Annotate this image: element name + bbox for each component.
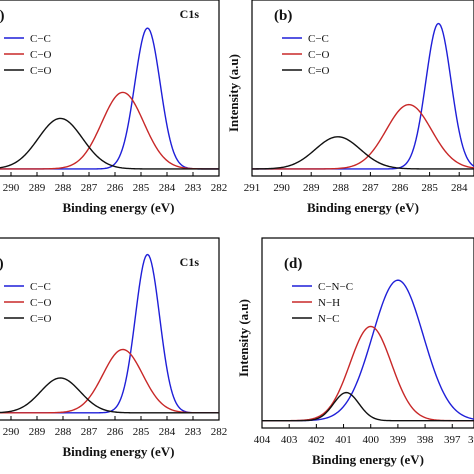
series-line-c-1 (0, 348, 219, 414)
corner-label: C1s (180, 255, 200, 269)
x-tick-label: 290 (3, 182, 20, 194)
x-tick-label: 39 (468, 434, 474, 446)
x-tick-label: 286 (392, 182, 409, 194)
x-tick-label: 283 (185, 182, 202, 194)
x-tick-label: 287 (362, 182, 379, 194)
x-tick-label: 284 (159, 182, 176, 194)
y-axis-label: Intensity (a.u) (226, 54, 241, 132)
legend-label: C−C (30, 281, 51, 293)
x-tick-label: 288 (55, 182, 72, 194)
legend-label: N−C (318, 313, 339, 325)
legend-label: C−O (308, 49, 330, 61)
x-axis-label: Binding energy (eV) (63, 444, 175, 459)
panel-a: 290 289 288 287 286 285 284 283 282 Binding energ… (0, 0, 227, 215)
legend-label: C−O (30, 297, 52, 309)
x-tick-label: 285 (421, 182, 438, 194)
legend-label: C=O (308, 65, 330, 77)
plot-frame (0, 0, 220, 177)
panel-label: (d) (284, 256, 302, 272)
legend-label: C−O (30, 49, 52, 61)
x-tick-label: 290 (3, 426, 20, 438)
legend-label: C−C (30, 33, 51, 45)
series-line-b-2 (252, 136, 474, 170)
panel-c: 290 289 288 287 286 285 284 283 282 Binding energ… (0, 237, 228, 459)
x-tick-label: 401 (335, 434, 352, 446)
x-tick-label: 291 (244, 182, 261, 194)
x-tick-label: 284 (451, 182, 468, 194)
x-tick-label: 398 (417, 434, 434, 446)
panel-d: 404 403 402 401 400 399 398 397 39 Binding energy… (236, 237, 474, 467)
series-line-b-1 (252, 103, 474, 170)
series-line-d-1 (262, 325, 474, 422)
series-line-d-2 (262, 391, 474, 422)
x-tick-label: 288 (55, 426, 72, 438)
x-tick-label: 404 (254, 434, 271, 446)
x-tick-label: 287 (81, 182, 98, 194)
x-tick-label: 286 (107, 426, 124, 438)
legend-label: N−H (318, 297, 340, 309)
x-tick-label: 403 (281, 434, 298, 446)
legend-label: C=O (30, 65, 52, 77)
corner-label: C1s (180, 7, 200, 21)
x-tick-label: 282 (211, 426, 228, 438)
plot-frame (251, 0, 474, 177)
legend-label: C−C (308, 33, 329, 45)
x-tick-label: 284 (159, 426, 176, 438)
x-tick-label: 400 (362, 434, 379, 446)
x-tick-label: 286 (107, 182, 124, 194)
series-line-b-0 (252, 22, 474, 170)
legend-label: C=O (30, 313, 52, 325)
x-tick-label: 290 (273, 182, 290, 194)
plot-frame (261, 237, 474, 429)
series-line-a-2 (0, 117, 219, 170)
x-tick-label: 283 (185, 426, 202, 438)
panel-label: a) (0, 8, 5, 24)
plot-frame (0, 237, 220, 421)
x-tick-label: 289 (303, 182, 320, 194)
x-tick-label: 397 (444, 434, 461, 446)
x-axis-label: Binding energy (eV) (312, 452, 424, 467)
panel-label: c) (0, 256, 4, 272)
x-tick-label: 289 (29, 182, 46, 194)
x-tick-label: 289 (29, 426, 46, 438)
x-tick-label: 288 (333, 182, 350, 194)
x-tick-label: 399 (390, 434, 407, 446)
x-tick-label: 285 (133, 182, 150, 194)
series-line-c-0 (0, 253, 219, 414)
x-tick-label: 287 (81, 426, 98, 438)
x-axis-label: Binding energy (eV) (307, 200, 419, 215)
x-tick-label: 282 (211, 182, 228, 194)
legend-label: C−N−C (318, 281, 353, 293)
x-tick-label: 402 (308, 434, 325, 446)
y-axis-label: Intensity (a.u) (236, 299, 251, 377)
panel-label: (b) (274, 8, 292, 24)
x-axis-label: Binding energy (eV) (63, 200, 175, 215)
series-line-c-2 (0, 377, 219, 414)
panel-b: 291 290 289 288 287 286 285 284 Binding energy (… (226, 0, 474, 215)
series-line-a-1 (0, 91, 220, 170)
x-tick-label: 285 (133, 426, 150, 438)
